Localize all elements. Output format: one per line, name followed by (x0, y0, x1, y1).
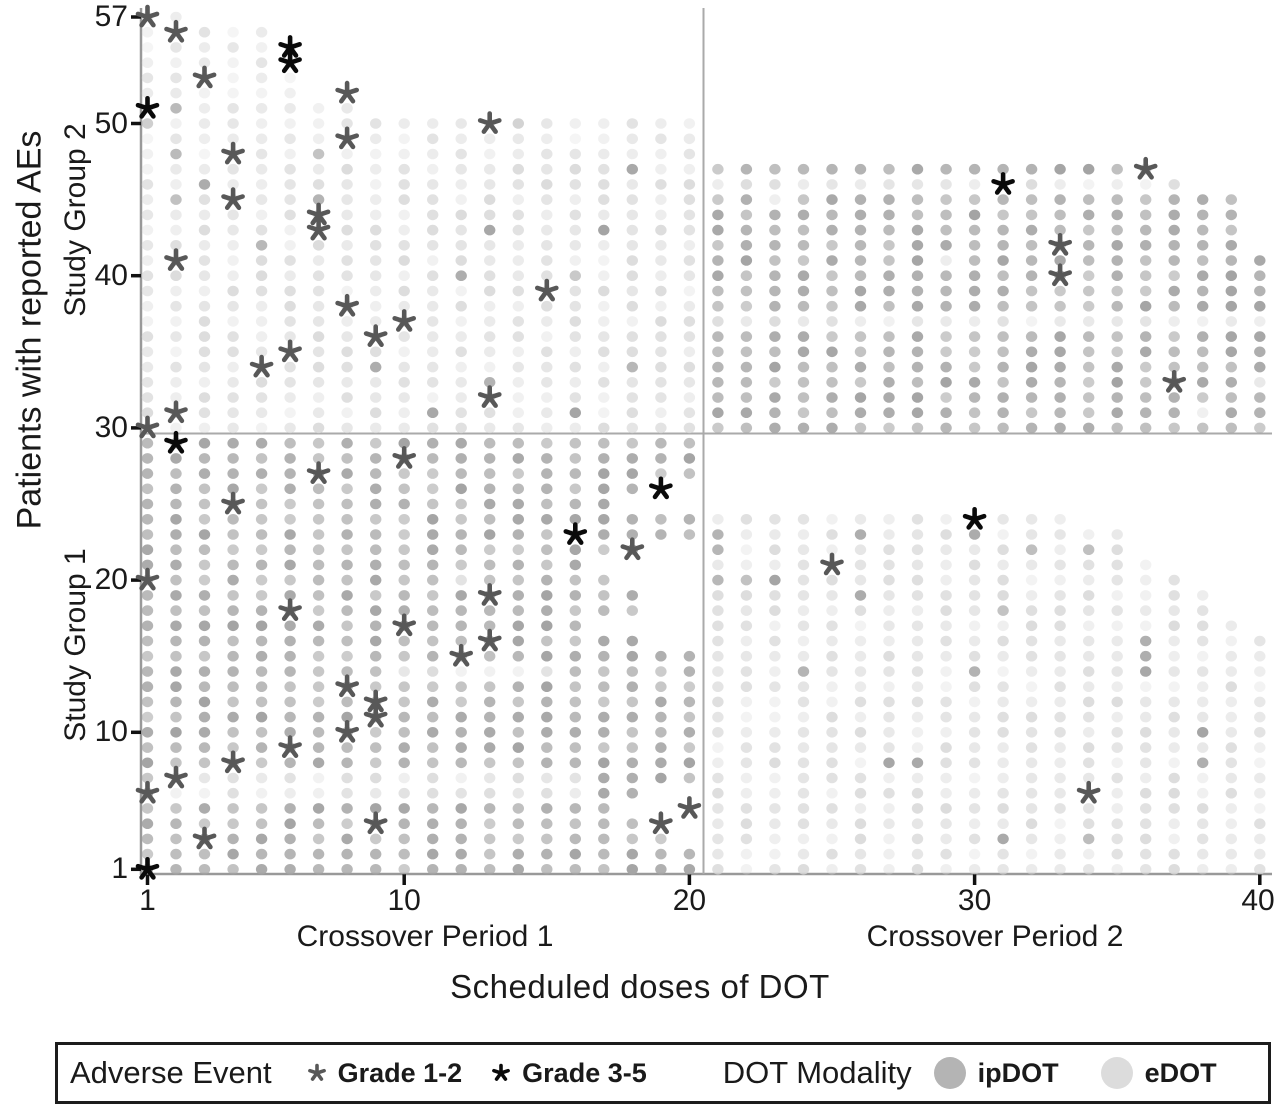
grade-1-2-star-icon (307, 1063, 326, 1081)
legend-dot-modality-title: DOT Modality (722, 1055, 912, 1090)
legend-edot-label: eDOT (1144, 1057, 1217, 1088)
x-tick-label: 1 (139, 884, 156, 917)
legend-grade-1-2-entry: Grade 1-2 (306, 1057, 463, 1089)
x-tick-label: 30 (957, 884, 992, 917)
y-tick-label: 20 (94, 563, 128, 597)
legend-grade-3-5-entry: Grade 3-5 (490, 1058, 647, 1089)
legend-ipdot-entry: ipDOT (932, 1055, 1059, 1091)
legend-adverse-event-title: Adverse Event (70, 1055, 272, 1090)
y-tick-label: 30 (94, 410, 128, 444)
x-tick-label: 20 (672, 884, 707, 917)
legend-grade-3-5-label: Grade 3-5 (522, 1057, 647, 1088)
legend-edot-entry: eDOT (1099, 1055, 1217, 1091)
edot-circle-icon (1100, 1057, 1133, 1089)
legend: Adverse Event Grade 1-2 Grade 3-5 DOT Mo… (55, 1042, 1271, 1104)
legend-ipdot-label: ipDOT (977, 1057, 1059, 1088)
grade-3-5-star-icon (492, 1063, 511, 1081)
x-axis-period1-label: Crossover Period 1 (296, 920, 554, 953)
x-tick-label: 10 (387, 884, 421, 917)
dot-matrix-plot (131, 4, 1272, 885)
y-tick-label: 10 (94, 715, 128, 749)
x-axis-title: Scheduled doses of DOT (450, 968, 830, 1005)
y-tick-label: 57 (94, 0, 128, 33)
x-tick-label: 40 (1241, 884, 1275, 917)
ipdot-circle-icon (933, 1057, 966, 1089)
y-axis-group1-label: Study Group 1 (59, 548, 92, 742)
y-axis-group2-label: Study Group 2 (59, 123, 92, 317)
y-tick-label: 40 (94, 258, 128, 292)
y-tick-label: 50 (94, 106, 128, 140)
y-axis-title: Patients with reported AEs (10, 130, 49, 530)
x-axis-period2-label: Crossover Period 2 (866, 920, 1124, 953)
legend-grade-1-2-label: Grade 1-2 (337, 1057, 463, 1088)
y-tick-label: 1 (111, 852, 128, 886)
